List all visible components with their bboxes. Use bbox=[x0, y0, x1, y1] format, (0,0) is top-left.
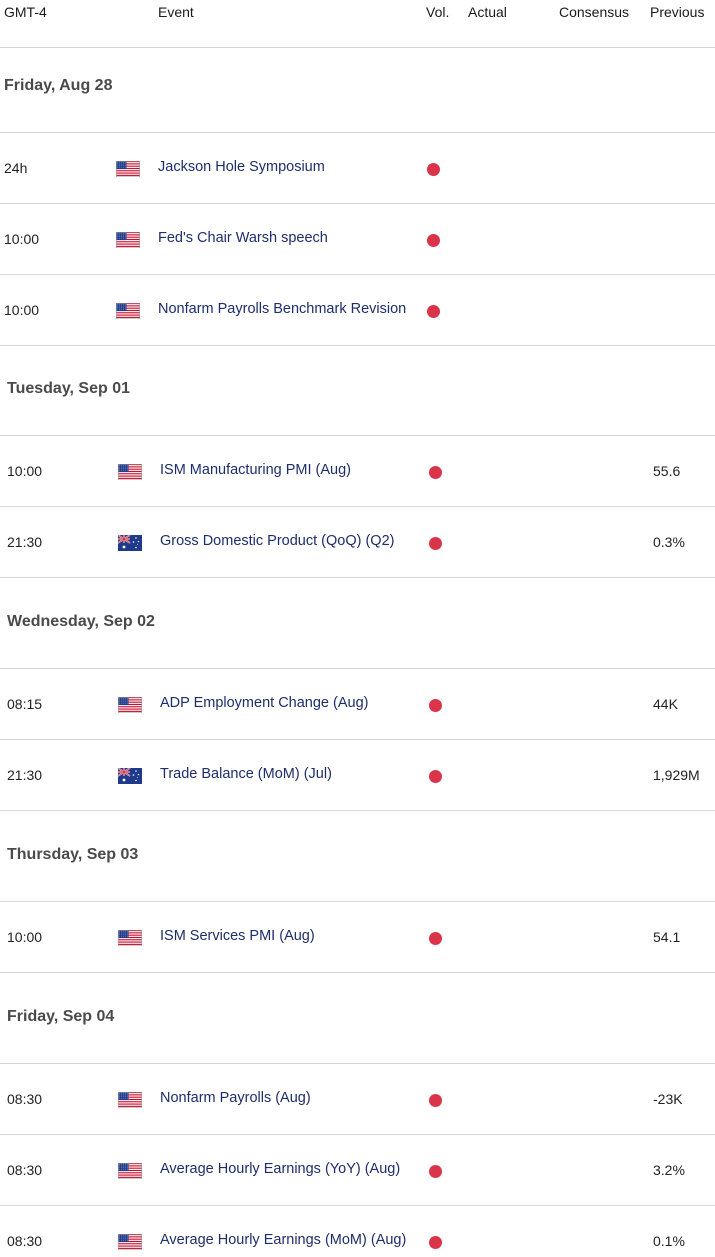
au-flag-icon bbox=[118, 768, 142, 784]
high-volatility-icon bbox=[427, 305, 440, 318]
us-flag-icon bbox=[118, 930, 142, 946]
high-volatility-icon bbox=[429, 537, 442, 550]
day-header: Thursday, Sep 03 bbox=[0, 811, 715, 902]
high-volatility-icon bbox=[427, 234, 440, 247]
event-row[interactable]: 08:15 ADP Employment Change (Aug) 44K bbox=[0, 669, 715, 740]
us-flag-icon bbox=[116, 161, 140, 177]
high-volatility-icon bbox=[429, 466, 442, 479]
previous-value: 55.6 bbox=[653, 463, 681, 479]
event-time: 10:00 bbox=[7, 929, 43, 945]
high-volatility-icon bbox=[429, 932, 442, 945]
event-time: 10:00 bbox=[4, 231, 40, 247]
event-name[interactable]: Nonfarm Payrolls Benchmark Revision bbox=[158, 301, 407, 317]
day-header: Wednesday, Sep 02 bbox=[0, 578, 715, 669]
event-time: 08:30 bbox=[7, 1233, 43, 1249]
high-volatility-icon bbox=[429, 699, 442, 712]
us-flag-icon bbox=[118, 1234, 142, 1250]
event-time: 24h bbox=[4, 160, 28, 176]
event-name[interactable]: ISM Manufacturing PMI (Aug) bbox=[160, 462, 351, 478]
consensus-column-header: Consensus bbox=[559, 4, 630, 20]
event-time: 08:30 bbox=[7, 1162, 43, 1178]
event-name[interactable]: Gross Domestic Product (QoQ) (Q2) bbox=[160, 533, 395, 549]
day-label: Wednesday, Sep 02 bbox=[7, 613, 155, 630]
event-time: 10:00 bbox=[4, 302, 40, 318]
day-header: Friday, Sep 04 bbox=[0, 973, 715, 1064]
event-row[interactable]: 10:00 Fed's Chair Warsh speech bbox=[0, 204, 715, 275]
previous-value: 0.1% bbox=[653, 1233, 685, 1249]
high-volatility-icon bbox=[429, 1094, 442, 1107]
event-name[interactable]: Trade Balance (MoM) (Jul) bbox=[160, 766, 332, 782]
us-flag-icon bbox=[116, 303, 140, 319]
day-header: Friday, Aug 28 bbox=[0, 49, 715, 133]
day-label: Tuesday, Sep 01 bbox=[7, 380, 131, 397]
event-column-header: Event bbox=[158, 4, 194, 20]
previous-column-header: Previous bbox=[650, 4, 705, 20]
event-name[interactable]: Nonfarm Payrolls (Aug) bbox=[160, 1090, 311, 1106]
previous-value: 3.2% bbox=[653, 1162, 685, 1178]
us-flag-icon bbox=[118, 1092, 142, 1108]
event-row[interactable]: 10:00 ISM Manufacturing PMI (Aug) 55.6 bbox=[0, 436, 715, 507]
day-label: Friday, Sep 04 bbox=[7, 1008, 115, 1025]
event-time: 08:30 bbox=[7, 1091, 43, 1107]
us-flag-icon bbox=[118, 1163, 142, 1179]
us-flag-icon bbox=[118, 697, 142, 713]
event-row[interactable]: 21:30 Gross Domestic Product (QoQ) (Q2) … bbox=[0, 507, 715, 578]
high-volatility-icon bbox=[429, 1236, 442, 1249]
previous-value: 1,929M bbox=[653, 767, 700, 783]
us-flag-icon bbox=[118, 464, 142, 480]
us-flag-icon bbox=[116, 232, 140, 248]
day-label: Thursday, Sep 03 bbox=[7, 846, 139, 863]
high-volatility-icon bbox=[429, 770, 442, 783]
event-time: 21:30 bbox=[7, 767, 43, 783]
event-row[interactable]: 08:30 Average Hourly Earnings (MoM) (Aug… bbox=[0, 1206, 715, 1257]
previous-value: 44K bbox=[653, 696, 678, 712]
calendar-header: GMT-4 Event Vol. Actual Consensus Previo… bbox=[0, 0, 715, 48]
event-name[interactable]: Fed's Chair Warsh speech bbox=[158, 230, 328, 246]
volatility-column-header: Vol. bbox=[426, 4, 450, 20]
event-time: 21:30 bbox=[7, 534, 43, 550]
au-flag-icon bbox=[118, 535, 142, 551]
event-name[interactable]: ISM Services PMI (Aug) bbox=[160, 928, 315, 944]
high-volatility-icon bbox=[427, 163, 440, 176]
event-row[interactable]: 10:00 ISM Services PMI (Aug) 54.1 bbox=[0, 902, 715, 973]
event-time: 10:00 bbox=[7, 463, 43, 479]
event-row[interactable]: 08:30 Average Hourly Earnings (YoY) (Aug… bbox=[0, 1135, 715, 1206]
event-name[interactable]: Average Hourly Earnings (YoY) (Aug) bbox=[160, 1161, 401, 1177]
event-name[interactable]: ADP Employment Change (Aug) bbox=[160, 695, 369, 711]
previous-value: 0.3% bbox=[653, 534, 685, 550]
event-name[interactable]: Jackson Hole Symposium bbox=[158, 159, 325, 175]
event-name[interactable]: Average Hourly Earnings (MoM) (Aug) bbox=[160, 1232, 407, 1248]
day-header: Tuesday, Sep 01 bbox=[0, 346, 715, 436]
event-time: 08:15 bbox=[7, 696, 43, 712]
high-volatility-icon bbox=[429, 1165, 442, 1178]
event-row[interactable]: 21:30 Trade Balance (MoM) (Jul) 1,929M bbox=[0, 740, 715, 811]
timezone-label[interactable]: GMT-4 bbox=[4, 4, 47, 20]
event-row[interactable]: 24h Jackson Hole Symposium bbox=[0, 133, 715, 204]
event-row[interactable]: 10:00 Nonfarm Payrolls Benchmark Revisio… bbox=[0, 275, 715, 346]
previous-value: 54.1 bbox=[653, 929, 681, 945]
previous-value: -23K bbox=[653, 1091, 683, 1107]
event-row[interactable]: 08:30 Nonfarm Payrolls (Aug) -23K bbox=[0, 1064, 715, 1135]
day-label: Friday, Aug 28 bbox=[4, 77, 113, 94]
actual-column-header: Actual bbox=[468, 4, 507, 20]
